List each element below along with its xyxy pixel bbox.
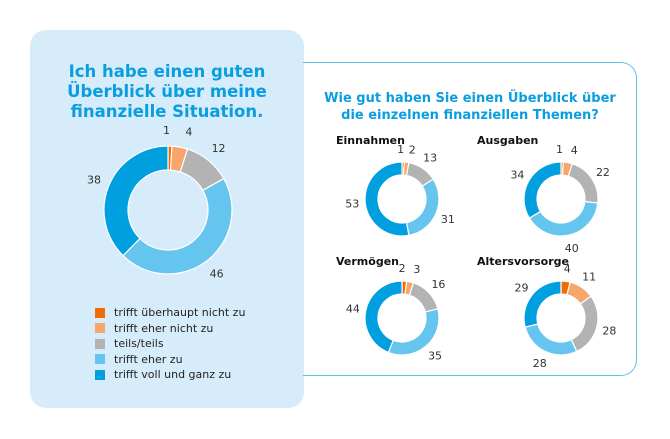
donut-slice <box>364 161 410 237</box>
title-line: Überblick über meine <box>67 82 267 101</box>
data-label: 1 <box>556 143 563 156</box>
donut-slice <box>570 295 599 353</box>
data-label: 2 <box>399 262 406 275</box>
donut-slice <box>405 178 440 237</box>
altersvorsorge-donut: 4 11 28 28 29 <box>514 262 616 370</box>
legend: trifft überhaupt nicht zu trifft eher ni… <box>95 305 245 383</box>
einnahmen-donut: 1 2 13 31 53 <box>345 143 455 237</box>
data-label: 31 <box>441 213 455 226</box>
donut-slice <box>524 323 578 356</box>
topics-chart-frame <box>303 62 637 376</box>
vermoegen-donut: 2 3 16 35 44 <box>346 262 446 362</box>
data-label: 1 <box>163 124 170 137</box>
data-label: 40 <box>565 242 579 255</box>
legend-swatch <box>95 369 105 380</box>
data-label: 11 <box>582 271 596 284</box>
legend-label: teils/teils <box>114 337 164 351</box>
data-label: 44 <box>346 303 360 316</box>
data-label: 22 <box>596 166 610 179</box>
legend-item: trifft überhaupt nicht zu <box>95 305 245 321</box>
title-line: Wie gut haben Sie einen Überblick über <box>324 91 616 106</box>
chart-title-altersvorsorge: Altersvorsorge <box>477 255 569 268</box>
legend-swatch <box>95 338 105 349</box>
donut-slice <box>103 145 169 257</box>
legend-swatch <box>95 323 105 334</box>
legend-label: trifft eher nicht zu <box>114 321 214 335</box>
chart-title-vermoegen: Vermögen <box>336 255 399 268</box>
data-label: 28 <box>602 324 616 337</box>
data-label: 46 <box>210 268 224 281</box>
donut-slice <box>523 161 562 219</box>
legend-label: trifft voll und ganz zu <box>114 368 232 382</box>
legend-swatch <box>95 307 105 318</box>
title-line: Ich habe einen guten <box>68 62 266 81</box>
donut-slice <box>364 280 403 354</box>
ausgaben-donut: 1 4 22 40 34 <box>510 143 610 255</box>
data-label: 16 <box>431 278 445 291</box>
title-line: finanzielle Situation. <box>70 102 264 121</box>
main-donut: 1 4 12 46 38 <box>87 124 233 281</box>
data-label: 4 <box>564 262 571 275</box>
data-label: 2 <box>409 143 416 156</box>
legend-item: trifft eher nicht zu <box>95 321 245 337</box>
data-label: 1 <box>397 143 404 156</box>
data-label: 4 <box>571 144 578 157</box>
main-chart-title: Ich habe einen guten Überblick über mein… <box>30 62 304 122</box>
data-label: 28 <box>533 357 547 370</box>
donut-slice <box>387 308 440 356</box>
donut-slice <box>528 200 599 237</box>
data-label: 4 <box>185 125 192 138</box>
title-line: die einzelnen finanziellen Themen? <box>341 108 599 123</box>
data-label: 12 <box>212 142 226 155</box>
chart-title-ausgaben: Ausgaben <box>477 134 539 147</box>
donut-slice <box>523 280 562 328</box>
legend-label: trifft überhaupt nicht zu <box>114 306 246 320</box>
data-label: 38 <box>87 174 101 187</box>
data-label: 34 <box>510 168 524 181</box>
legend-item: trifft voll und ganz zu <box>95 367 245 383</box>
data-label: 3 <box>413 263 420 276</box>
donut-slice <box>122 177 233 275</box>
data-label: 29 <box>514 281 528 294</box>
legend-item: teils/teils <box>95 336 245 352</box>
chart-title-einnahmen: Einnahmen <box>336 134 405 147</box>
legend-swatch <box>95 354 105 365</box>
legend-item: trifft eher zu <box>95 352 245 368</box>
data-label: 13 <box>423 152 437 165</box>
donut-slice <box>567 163 599 204</box>
topics-title: Wie gut haben Sie einen Überblick über d… <box>303 90 637 124</box>
data-label: 35 <box>428 350 442 363</box>
legend-label: trifft eher zu <box>114 352 183 366</box>
main-chart-panel <box>30 30 304 408</box>
data-label: 53 <box>345 198 359 211</box>
